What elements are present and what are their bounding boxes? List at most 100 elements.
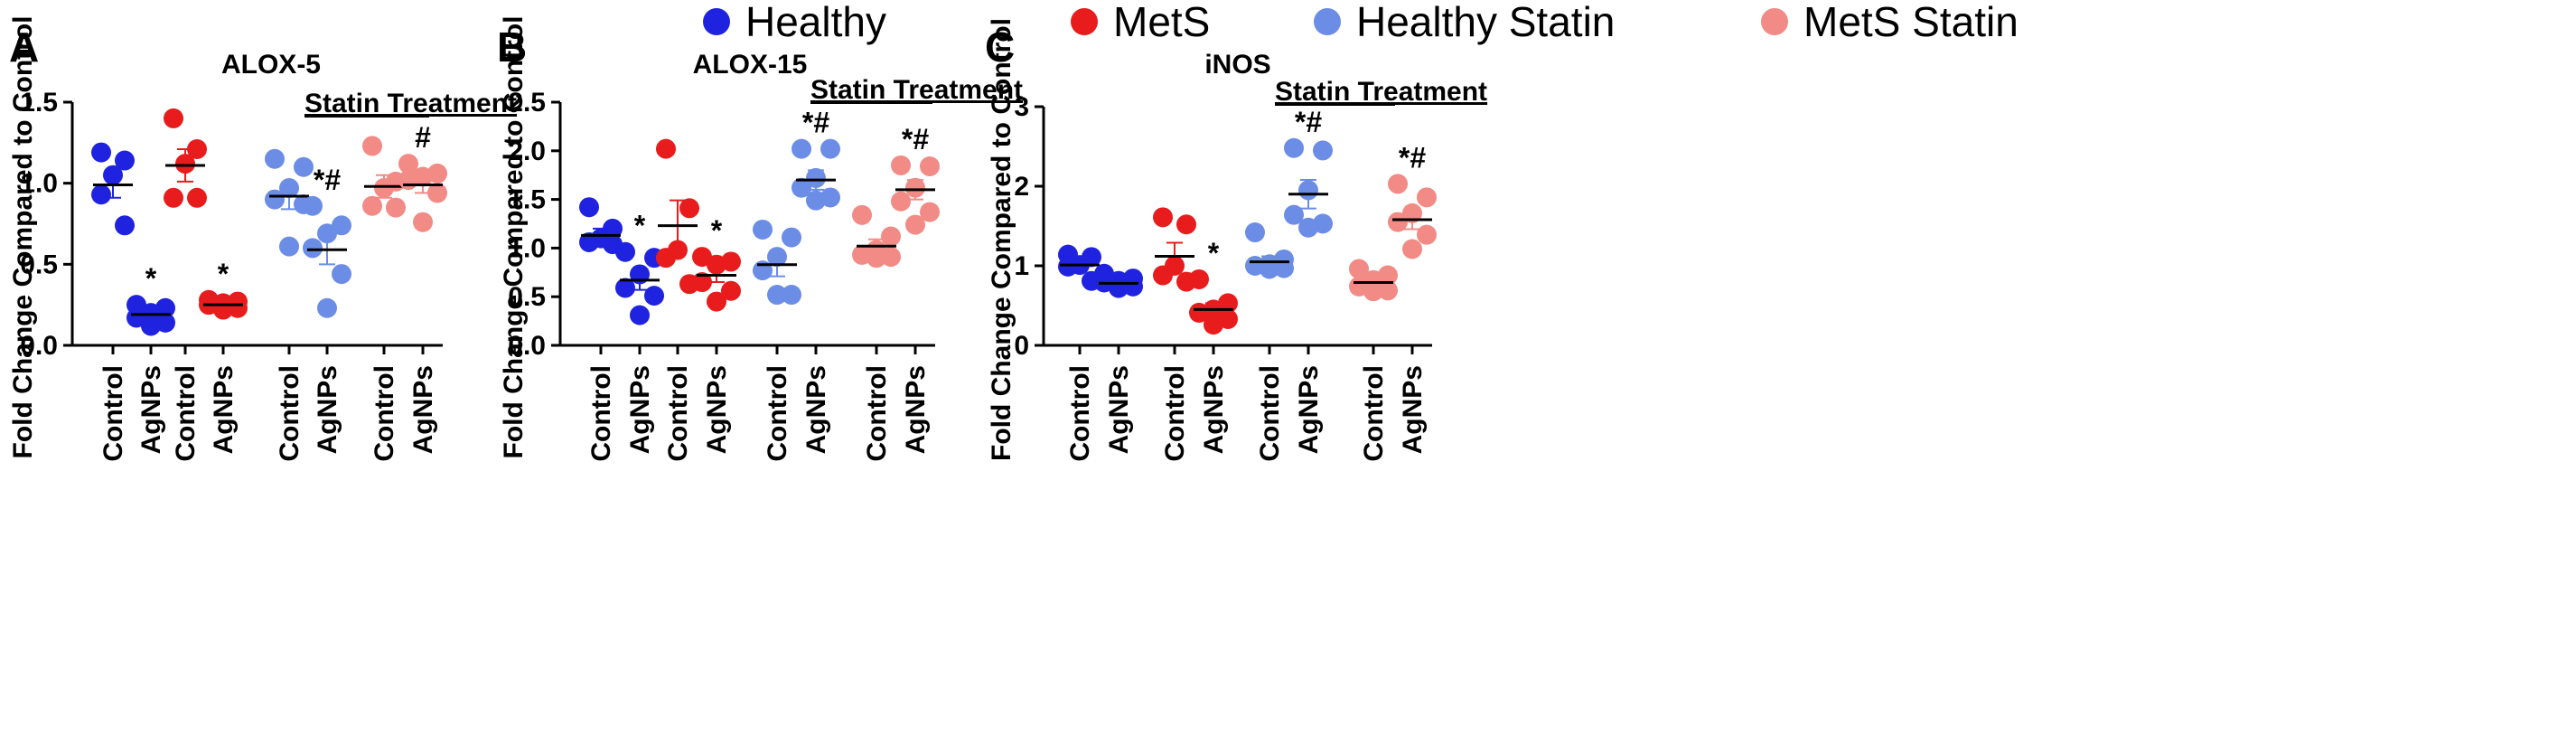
- x-tick-label: Control: [862, 365, 892, 462]
- data-point: [413, 212, 433, 232]
- data-point: [1245, 222, 1265, 243]
- data-point: [427, 183, 447, 203]
- data-point: [1274, 258, 1294, 278]
- data-point: [1313, 140, 1333, 161]
- x-tick-label: AgNPs: [313, 365, 342, 454]
- group-healthy-statin-agnps: AgNPs *#: [1284, 106, 1333, 454]
- data-point: [1378, 280, 1398, 301]
- group-healthy-control: Control: [1058, 244, 1101, 462]
- data-point: [852, 204, 872, 225]
- data-point: [1388, 174, 1408, 194]
- data-point: [820, 138, 840, 159]
- statin-treatment-label: Statin Treatment: [304, 89, 517, 118]
- x-tick-label: AgNPs: [1199, 365, 1229, 454]
- data-point: [91, 142, 111, 163]
- data-point: [1417, 224, 1437, 245]
- panel-letter: C: [985, 24, 1015, 71]
- x-tick-label: Control: [1160, 365, 1190, 462]
- data-point: [126, 307, 146, 328]
- data-point: [1402, 239, 1422, 259]
- x-tick-label: AgNPs: [1294, 365, 1324, 454]
- significance-annotation: *#: [1295, 106, 1322, 138]
- x-tick-label: AgNPs: [625, 365, 655, 454]
- data-point: [1189, 302, 1209, 323]
- x-tick-label: Control: [763, 365, 792, 462]
- group-mets-control: Control: [164, 108, 207, 462]
- data-point: [1417, 187, 1437, 208]
- significance-annotation: *#: [802, 107, 829, 139]
- chart-title: iNOS: [1204, 50, 1270, 80]
- data-point: [398, 170, 418, 191]
- chart-title: ALOX-15: [693, 50, 808, 80]
- group-mets-agnps: AgNPs *: [692, 214, 741, 454]
- data-point: [881, 226, 901, 247]
- group-mets-statin-control: Control: [852, 204, 901, 462]
- y-axis-label: Fold Change Compared to Control: [8, 16, 38, 459]
- data-point: [782, 285, 801, 306]
- data-point: [317, 223, 337, 244]
- group-mets-statin-control: Control: [362, 136, 406, 462]
- data-point: [115, 150, 135, 171]
- chart-title: ALOX-5: [221, 50, 321, 80]
- y-tick-label: 1.0: [508, 233, 546, 263]
- data-point: [265, 189, 285, 210]
- data-point: [294, 156, 314, 177]
- group-mets-agnps: AgNPs *: [199, 258, 248, 454]
- x-tick-label: AgNPs: [1398, 365, 1428, 454]
- y-tick-label: 2: [1014, 172, 1029, 202]
- group-mets-control: Control: [1153, 207, 1196, 462]
- data-point: [579, 231, 599, 252]
- data-point: [332, 264, 351, 285]
- data-point: [141, 316, 161, 336]
- legend-label: MetS: [1113, 0, 1210, 45]
- data-point: [317, 297, 337, 318]
- x-tick-label: Control: [98, 365, 128, 462]
- data-point: [806, 190, 826, 211]
- y-tick-label: 1.0: [20, 169, 58, 199]
- group-healthy-control: Control: [579, 197, 623, 462]
- data-point: [1284, 137, 1304, 158]
- data-point: [303, 238, 323, 259]
- y-tick-label: 0.0: [20, 331, 58, 361]
- x-tick-label: AgNPs: [702, 365, 732, 454]
- data-point: [228, 297, 248, 318]
- data-point: [362, 136, 382, 156]
- legend-marker-mets: [1071, 8, 1098, 35]
- data-point: [1349, 259, 1369, 279]
- y-tick-label: 3: [1014, 92, 1029, 122]
- data-point: [881, 247, 901, 268]
- data-point: [656, 138, 676, 159]
- group-healthy-statin-control: Control: [265, 148, 314, 462]
- significance-annotation: *#: [902, 123, 929, 155]
- data-point: [187, 139, 207, 160]
- data-point: [1123, 276, 1143, 297]
- y-axis-label: Fold Change Compared to Control: [499, 16, 529, 459]
- y-tick-label: 1.5: [20, 88, 58, 118]
- data-point: [905, 214, 925, 235]
- data-point: [891, 191, 911, 212]
- x-tick-label: Control: [1255, 365, 1285, 462]
- group-healthy-agnps: AgNPs: [1094, 263, 1143, 454]
- x-tick-label: AgNPs: [209, 365, 239, 454]
- data-point: [164, 108, 183, 128]
- y-tick-label: 1: [1014, 251, 1029, 281]
- group-healthy-agnps: AgNPs *: [615, 210, 664, 454]
- statin-treatment-label: Statin Treatment: [1275, 77, 1487, 107]
- x-tick-label: AgNPs: [901, 365, 931, 454]
- legend-label: Healthy: [745, 0, 886, 45]
- significance-annotation: *: [145, 262, 157, 295]
- data-point: [1284, 204, 1304, 225]
- data-point: [782, 227, 801, 248]
- x-tick-label: Control: [663, 365, 693, 462]
- data-point: [920, 156, 940, 177]
- data-point: [1204, 315, 1223, 335]
- data-point: [644, 286, 664, 306]
- y-tick-label: 2.0: [508, 137, 546, 166]
- data-point: [615, 278, 635, 298]
- data-point: [656, 248, 676, 269]
- group-healthy-statin-agnps: AgNPs *#: [792, 107, 840, 454]
- x-tick-label: AgNPs: [801, 365, 831, 454]
- data-point: [187, 187, 207, 208]
